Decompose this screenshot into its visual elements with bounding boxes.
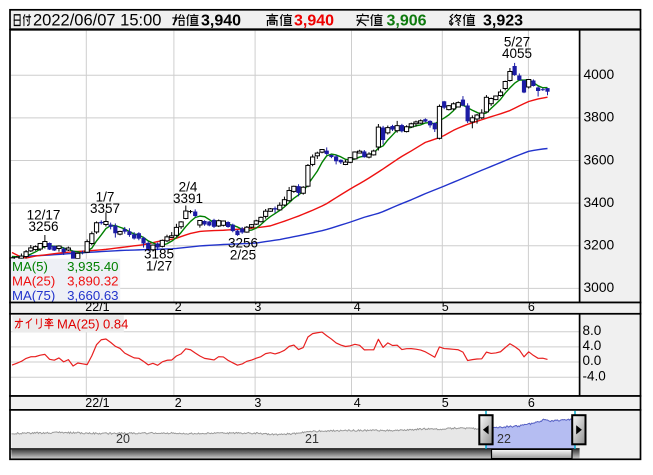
svg-text:3256: 3256: [28, 219, 58, 234]
svg-text:3000: 3000: [584, 280, 615, 295]
svg-text:3: 3: [254, 300, 261, 314]
svg-text:4000: 4000: [584, 67, 615, 82]
svg-text:2: 2: [175, 300, 182, 314]
svg-text:4.0: 4.0: [583, 338, 602, 353]
svg-text:5: 5: [442, 396, 449, 410]
svg-text:22/1: 22/1: [85, 300, 109, 314]
svg-text:2022/06/07 15:00: 2022/06/07 15:00: [33, 12, 161, 30]
svg-text:3600: 3600: [584, 152, 615, 167]
svg-text:3,906: 3,906: [387, 13, 427, 30]
svg-text:5: 5: [442, 300, 449, 314]
svg-text:0.84: 0.84: [103, 317, 128, 332]
svg-text:0.0: 0.0: [583, 353, 602, 368]
svg-text:22: 22: [497, 432, 511, 446]
svg-text:2/25: 2/25: [230, 248, 256, 263]
svg-text:1/7: 1/7: [96, 190, 115, 205]
svg-text:3357: 3357: [90, 201, 120, 216]
svg-text:4: 4: [354, 396, 361, 410]
svg-text:MA(75): MA(75): [12, 288, 55, 303]
svg-text:2: 2: [175, 396, 182, 410]
svg-text:3185: 3185: [144, 247, 174, 262]
svg-text:12/17: 12/17: [27, 208, 61, 223]
svg-text:8.0: 8.0: [583, 323, 602, 338]
svg-text:MA(5): MA(5): [12, 259, 48, 274]
svg-text:3,940: 3,940: [294, 13, 334, 30]
svg-text:22/1: 22/1: [85, 396, 109, 410]
svg-text:3,940: 3,940: [201, 13, 241, 30]
svg-text:3,935.40: 3,935.40: [67, 259, 118, 274]
svg-text:3,660.63: 3,660.63: [67, 288, 118, 303]
svg-text:MA(25): MA(25): [12, 274, 55, 289]
svg-text:MA(25): MA(25): [57, 317, 100, 332]
svg-text:3391: 3391: [173, 191, 203, 206]
svg-text:2/4: 2/4: [179, 180, 198, 195]
svg-text:3800: 3800: [584, 110, 615, 125]
svg-text:3: 3: [254, 396, 261, 410]
svg-text:4: 4: [354, 300, 361, 314]
svg-text:4055: 4055: [502, 46, 532, 61]
svg-text:1/27: 1/27: [146, 259, 172, 274]
svg-text:3,890.32: 3,890.32: [67, 274, 118, 289]
svg-text:20: 20: [116, 432, 130, 446]
svg-text:3256: 3256: [228, 236, 258, 251]
svg-text:3,923: 3,923: [483, 13, 523, 30]
svg-text:3200: 3200: [584, 238, 615, 253]
svg-text:6: 6: [528, 300, 535, 314]
svg-text:-4.0: -4.0: [583, 368, 606, 383]
svg-text:3400: 3400: [584, 195, 615, 210]
svg-text:6: 6: [528, 396, 535, 410]
svg-text:21: 21: [305, 432, 319, 446]
svg-text:5/27: 5/27: [504, 35, 530, 50]
